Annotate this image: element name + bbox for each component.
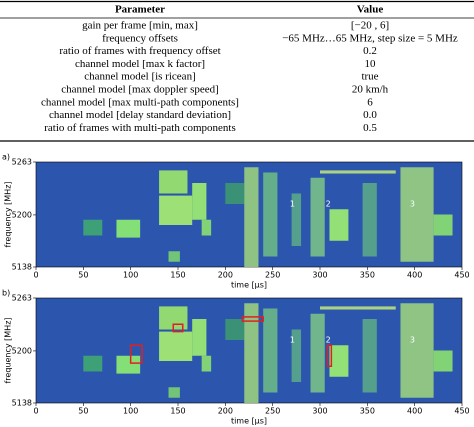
- detection-box: [326, 344, 333, 367]
- detection-box: [241, 316, 264, 322]
- detection-box: [129, 344, 143, 364]
- signal-burst: [291, 193, 302, 246]
- table-cell: channel model [is ricean]: [84, 71, 195, 83]
- table-cell: channel model [max multi-path components…: [41, 96, 239, 108]
- signal-burst: [362, 319, 377, 393]
- x-tick-label: 100: [123, 271, 138, 280]
- y-axis-title: frequency [MHz]: [4, 317, 13, 383]
- signal-burst: [400, 167, 434, 262]
- table-cell: gain per frame [min, max]: [82, 20, 198, 32]
- table-cell: channel model [max doppler speed]: [61, 84, 219, 96]
- x-tick-label: 350: [360, 271, 375, 280]
- signal-burst: [159, 170, 188, 194]
- table-cell: frequency offsets: [102, 32, 178, 44]
- signal-burst: [320, 170, 396, 174]
- signal-burst: [310, 313, 325, 393]
- x-tick-label: 200: [218, 407, 233, 416]
- y-tick-label: 5200: [12, 210, 32, 219]
- signal-burst: [116, 355, 141, 374]
- x-tick-label: 150: [170, 407, 185, 416]
- table-cell: channel model [max k factor]: [75, 58, 205, 70]
- signal-burst: [201, 219, 212, 236]
- x-tick-label: 400: [407, 407, 422, 416]
- signal-burst: [168, 251, 180, 262]
- x-tick-label: 400: [407, 271, 422, 280]
- table-cell: [−20 , 6]: [351, 20, 389, 32]
- x-tick-label: 0: [33, 271, 38, 280]
- signal-burst: [433, 214, 453, 236]
- signal-burst: [244, 167, 259, 267]
- annotation: 2: [326, 200, 331, 209]
- signal-burst: [291, 329, 302, 382]
- x-tick-label: 0: [33, 407, 38, 416]
- y-axis-title: frequency [MHz]: [4, 181, 13, 247]
- x-axis-title: time [μs]: [231, 417, 267, 426]
- x-tick-label: 450: [454, 407, 469, 416]
- y-tick-label: 5138: [12, 399, 32, 408]
- table-cell: −65 MHz…65 MHz, step size = 5 MHz: [282, 32, 458, 44]
- table-cell: 0.0: [363, 109, 377, 121]
- panel-label: a): [2, 153, 10, 162]
- annotation: 2: [326, 336, 331, 345]
- signal-burst: [192, 319, 207, 356]
- x-tick-label: 350: [360, 407, 375, 416]
- x-tick-label: 300: [312, 271, 327, 280]
- table-cell: 0.5: [363, 122, 377, 134]
- x-tick-label: 300: [312, 407, 327, 416]
- signal-burst: [433, 350, 453, 372]
- signal-burst: [159, 195, 193, 225]
- annotation: 3: [410, 200, 415, 209]
- signal-burst: [225, 319, 245, 340]
- table-cell: 6: [367, 96, 373, 108]
- signal-burst: [362, 183, 377, 257]
- x-tick-label: 450: [454, 271, 469, 280]
- x-axis-title: time [μs]: [231, 281, 267, 290]
- annotation: 3: [410, 336, 415, 345]
- signal-burst: [310, 177, 325, 257]
- signal-burst: [168, 387, 180, 398]
- signal-burst: [320, 306, 396, 310]
- signal-burst: [400, 303, 434, 398]
- table-header: Value: [357, 4, 384, 16]
- x-tick-label: 150: [170, 271, 185, 280]
- signal-burst: [263, 308, 278, 393]
- signal-burst: [83, 219, 103, 236]
- signal-burst: [329, 345, 349, 377]
- signal-burst: [329, 209, 349, 241]
- y-tick-label: 5263: [12, 294, 32, 303]
- signal-burst: [225, 183, 245, 204]
- table-cell: channel model [delay standard deviation]: [49, 109, 231, 121]
- signal-burst: [116, 219, 141, 238]
- signal-burst: [244, 303, 259, 403]
- signal-burst: [192, 183, 207, 220]
- table-cell: ratio of frames with frequency offset: [59, 45, 220, 57]
- table-header: Parameter: [115, 4, 165, 16]
- table-cell: 20 km/h: [352, 84, 389, 96]
- signal-burst: [83, 355, 103, 372]
- x-tick-label: 250: [265, 407, 280, 416]
- x-tick-label: 100: [123, 407, 138, 416]
- y-tick-label: 5138: [12, 263, 32, 272]
- x-tick-label: 50: [78, 407, 88, 416]
- detection-box: [172, 323, 184, 333]
- table-cell: true: [361, 71, 378, 83]
- annotation: 1: [290, 200, 295, 209]
- y-tick-label: 5263: [12, 158, 32, 167]
- signal-burst: [263, 172, 278, 257]
- y-tick-label: 5200: [12, 346, 32, 355]
- annotation: 1: [290, 336, 295, 345]
- x-tick-label: 50: [78, 271, 88, 280]
- signal-burst: [201, 355, 212, 372]
- table-cell: ratio of frames with multi-path componen…: [44, 122, 236, 134]
- table-cell: 10: [365, 58, 377, 70]
- x-tick-label: 200: [218, 271, 233, 280]
- table-cell: 0.2: [363, 45, 377, 57]
- signal-burst: [159, 331, 193, 361]
- x-tick-label: 250: [265, 271, 280, 280]
- panel-label: b): [2, 289, 10, 298]
